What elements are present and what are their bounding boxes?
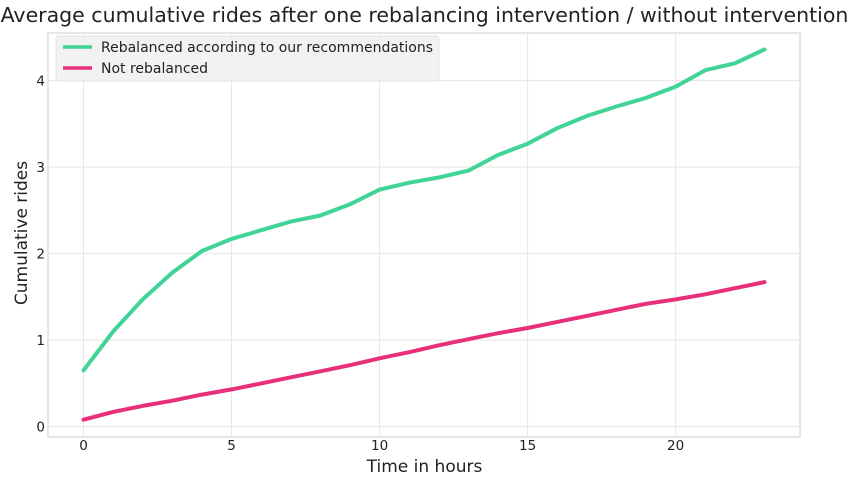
grid-lines	[48, 33, 800, 437]
x-tick-label: 15	[519, 438, 536, 454]
legend: Rebalanced according to our recommendati…	[55, 35, 440, 82]
legend-box	[55, 35, 440, 82]
plot-area	[47, 32, 801, 438]
y-tick-label: 3	[36, 160, 45, 176]
x-axis-label: Time in hours	[366, 457, 483, 477]
y-tick-label: 4	[36, 74, 45, 90]
series-line-rebalanced	[81, 47, 767, 373]
x-tick-label: 0	[79, 438, 88, 454]
x-tick-label: 5	[227, 438, 236, 454]
chart-title: Average cumulative rides after one rebal…	[1, 3, 849, 27]
x-tick-label: 20	[667, 438, 684, 454]
series-line-not-rebalanced	[81, 280, 767, 422]
y-tick-label: 0	[36, 420, 45, 436]
legend-label-not-rebalanced: Not rebalanced	[101, 61, 208, 77]
x-tick-label: 10	[371, 438, 388, 454]
legend-label-rebalanced: Rebalanced according to our recommendati…	[101, 40, 433, 56]
y-axis-label: Cumulative rides	[12, 161, 32, 305]
series-lines	[81, 47, 767, 422]
y-axis-ticks: 0 1 2 3 4	[36, 74, 45, 436]
y-tick-label: 1	[36, 333, 45, 349]
y-tick-label: 2	[36, 247, 45, 263]
x-axis-ticks: 0 5 10 15 20	[79, 438, 684, 454]
